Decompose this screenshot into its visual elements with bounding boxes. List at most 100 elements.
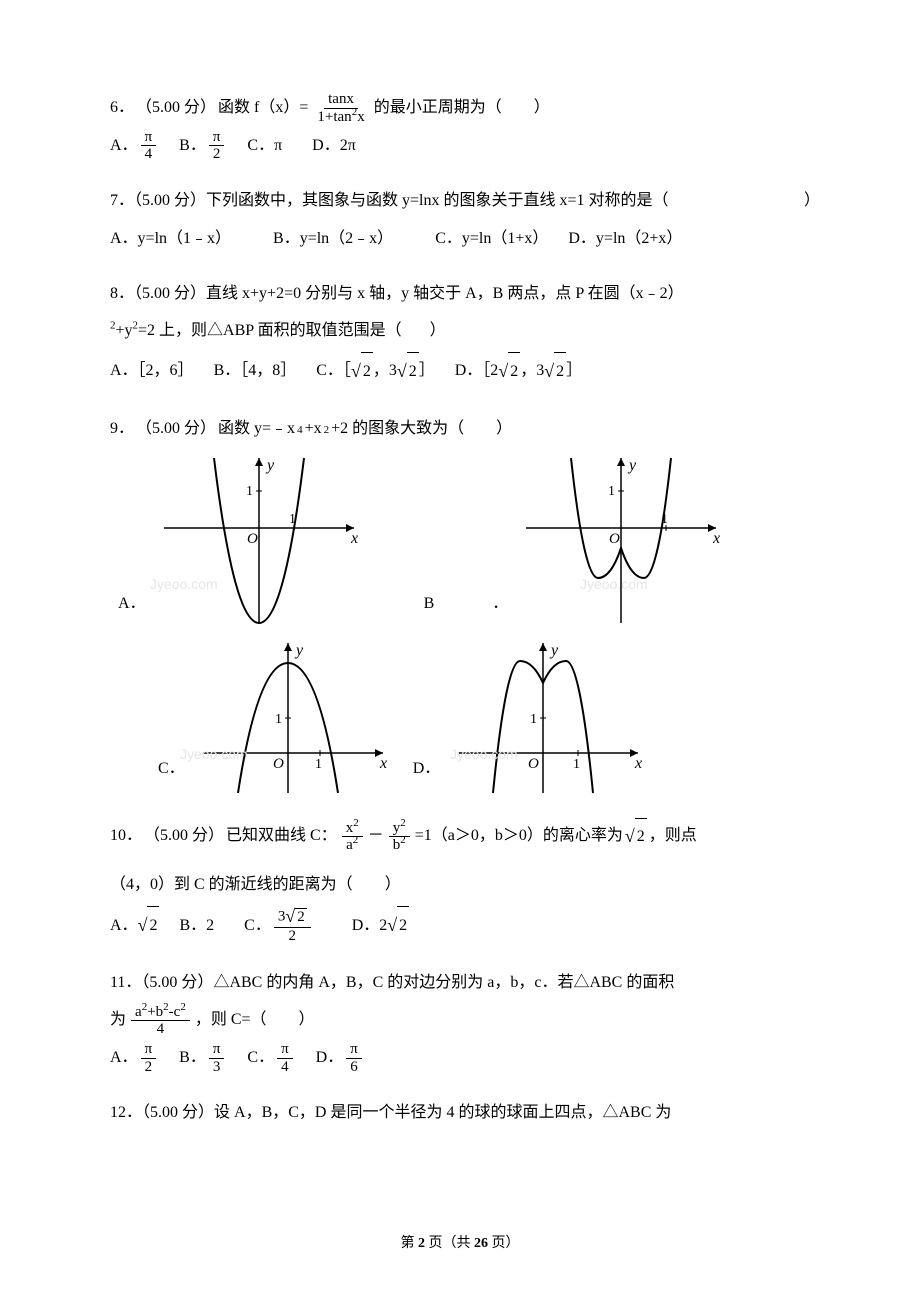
q7-option-a: A．y=ln（1﹣x） — [110, 220, 231, 258]
q7-option-c: C．y=ln（1+x） — [435, 220, 548, 258]
svg-text:O: O — [273, 756, 284, 772]
q9-paren — [466, 411, 494, 448]
q11-d-d: 6 — [346, 1059, 362, 1076]
question-9: 9．（5.00 分）函数 y=﹣x4+x2+2 的图象大致为（ ） Jyeoo.… — [110, 411, 820, 798]
q11-option-b: B．π3 — [179, 1039, 227, 1077]
q10-option-c: C． 32 2 — [244, 907, 314, 945]
q11-b-n: π — [209, 1041, 225, 1059]
q8-c-mid: ，3 — [373, 352, 397, 390]
svg-text:y: y — [294, 642, 304, 659]
q8-mid: +y — [116, 322, 133, 339]
q10-c-frac: 32 2 — [274, 907, 311, 944]
q11-a-n: π — [141, 1041, 157, 1059]
q10-a-sqrt: 2 — [138, 904, 160, 947]
q10-option-d: D．22 — [352, 904, 409, 947]
q10-close: ） — [385, 867, 401, 904]
q9-graph-a: y x O 1 1 — [154, 448, 364, 633]
q7-number: 7． — [110, 192, 134, 209]
q9-label-c: C． — [158, 751, 185, 788]
q10-frac2: y2 b2 — [389, 820, 410, 854]
q11-option-a: A．π2 — [110, 1039, 159, 1077]
q11-c-d: 4 — [277, 1059, 293, 1076]
q6-b-den: 2 — [209, 146, 225, 163]
q11-c-n: π — [277, 1041, 293, 1059]
q11-d-frac: π6 — [346, 1041, 362, 1075]
footer-after: 页） — [488, 1236, 520, 1251]
q6-frac-den: 1+tan2x — [313, 109, 368, 126]
q10-f1-db: a — [346, 837, 353, 853]
question-11: 11．（5.00 分）△ABC 的内角 A，B，C 的对边分别为 a，b，c．若… — [110, 965, 820, 1077]
q10-score: （5.00 分） — [144, 818, 224, 855]
q11-number: 11． — [110, 974, 141, 991]
q8-after: =2 上，则△ABP 面积的取值范围是（ — [138, 322, 402, 339]
svg-text:y: y — [549, 642, 559, 659]
q6-number: 6． — [110, 90, 134, 127]
q11-option-c: C．π4 — [247, 1039, 295, 1077]
q11-stem2-after: ，则 C=（ — [195, 1002, 267, 1039]
question-6: 6． （5.00 分） 函数 f（x）= tanx 1+tan2x 的最小正周期… — [110, 90, 820, 165]
svg-text:x: x — [712, 530, 720, 547]
q6-option-a: A． π 4 — [110, 127, 159, 165]
q11-ns3: 2 — [180, 1001, 186, 1013]
q6-b-label: B． — [179, 127, 206, 165]
q7-stem-close: ） — [804, 192, 820, 209]
question-7: 7．（5.00 分）下列函数中，其图象与函数 y=lnx 的图象关于直线 x=1… — [110, 183, 820, 258]
q10-a-label: A． — [110, 907, 138, 945]
svg-text:x: x — [350, 530, 358, 547]
q11-frac: a2+b2-c2 4 — [131, 1004, 190, 1038]
q8-c-r2: 2 — [407, 352, 419, 391]
q10-options: A．2 B．2 C． 32 2 D．22 — [110, 904, 820, 947]
q7-option-b: B．y=ln（2﹣x） — [273, 220, 393, 258]
svg-text:x: x — [634, 755, 642, 772]
q9-stem-mid: +x — [305, 411, 322, 448]
q7-options: A．y=ln（1﹣x） B．y=ln（2﹣x） C．y=ln（1+x） D．y=… — [110, 220, 820, 258]
svg-text:1: 1 — [275, 712, 282, 727]
svg-text:1: 1 — [608, 484, 615, 499]
q11-frac-num: a2+b2-c2 — [131, 1004, 190, 1022]
q10-frac1: x2 a2 — [342, 820, 363, 854]
q10-stem-before: 已知双曲线 C： — [226, 818, 337, 855]
q9-label-b-dot: ． — [492, 586, 508, 623]
q6-b-num: π — [209, 129, 225, 147]
q6-den-after: x — [357, 109, 365, 125]
q10-c-sqrt: 2 — [285, 907, 306, 927]
q6-a-frac: π 4 — [141, 129, 157, 163]
q11-paren — [269, 1002, 297, 1039]
q6-score: （5.00 分） — [136, 90, 216, 127]
q6-d-value: 2π — [340, 127, 356, 165]
q12-stem: 设 A，B，C，D 是同一个半径为 4 的球的球面上四点，△ABC 为 — [214, 1104, 671, 1121]
q10-f1-den: a2 — [342, 837, 362, 854]
q11-stem1: △ABC 的内角 A，B，C 的对边分别为 a，b，c．若△ABC 的面积 — [213, 974, 674, 991]
page: 6． （5.00 分） 函数 f（x）= tanx 1+tan2x 的最小正周期… — [0, 0, 920, 1302]
q10-c-r: 2 — [295, 908, 307, 926]
svg-text:O: O — [609, 531, 620, 547]
q11-d-l: D． — [316, 1039, 344, 1077]
q6-a-label: A． — [110, 127, 138, 165]
q11-option-d: D．π6 — [316, 1039, 365, 1077]
q11-a-frac: π2 — [141, 1041, 157, 1075]
q8-close: ） — [430, 322, 446, 339]
q8-stem1: 直线 x+y+2=0 分别与 x 轴，y 轴交于 A，B 两点，点 P 在圆（x… — [206, 285, 684, 302]
q10-after: ，则点 — [649, 818, 697, 855]
svg-text:1: 1 — [530, 712, 537, 727]
q8-option-c: C．［2，32］ — [316, 350, 435, 393]
q6-option-d: D． 2π — [312, 127, 356, 165]
q11-nm: -c — [169, 1004, 181, 1020]
q11-options: A．π2 B．π3 C．π4 D．π6 — [110, 1039, 820, 1077]
q7-option-d: D．y=ln（2+x） — [568, 220, 682, 258]
q8-c-sqrt1: 2 — [351, 350, 373, 393]
q10-a-r: 2 — [147, 906, 159, 945]
q6-stem-before: 函数 f（x）= — [218, 90, 308, 127]
q6-den-before: 1+tan — [317, 109, 351, 125]
q10-c-num: 32 — [274, 907, 311, 928]
q6-a-num: π — [141, 129, 157, 147]
q9-label-d: D． — [413, 751, 441, 788]
footer-before: 第 — [401, 1236, 419, 1251]
q9-graph-row-2: Jyeoo.com Jyeoo.com C． y x O 1 1 D． — [150, 633, 820, 798]
svg-text:x: x — [379, 755, 387, 772]
q6-option-b: B． π 2 — [179, 127, 227, 165]
q7-score: （5.00 分） — [134, 192, 206, 209]
q10-d-sqrt: 2 — [387, 904, 409, 947]
question-10: 10．（5.00 分）已知双曲线 C： x2 a2 － y2 b2 =1（a＞0… — [110, 816, 820, 947]
page-footer: 第 2 页（共 26 页） — [0, 1232, 920, 1252]
